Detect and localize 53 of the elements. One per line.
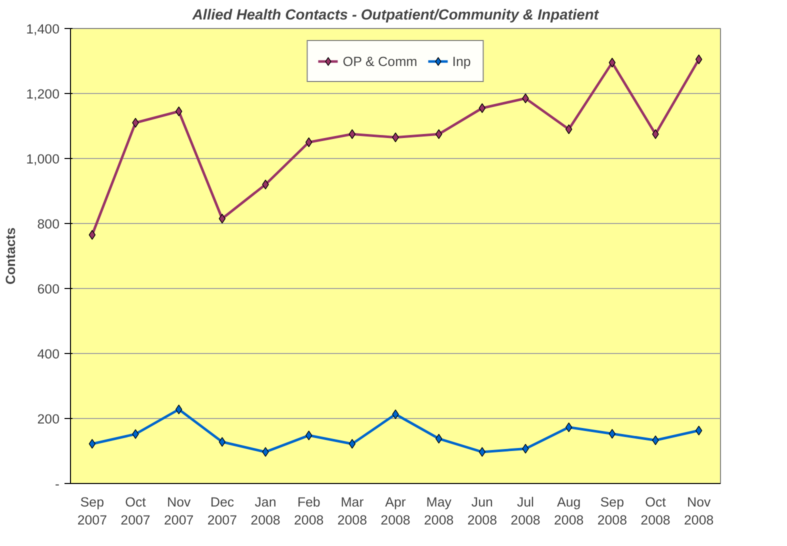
y-tick-label: 200 — [37, 412, 60, 426]
point — [88, 230, 96, 240]
x-tick-label: Oct 2008 — [640, 494, 670, 528]
point — [435, 434, 442, 444]
point — [262, 447, 269, 457]
y-tick-label: - — [55, 476, 60, 492]
x-tick-label: Mar 2008 — [337, 494, 367, 528]
x-tick-label: Feb 2008 — [294, 494, 324, 528]
y-tick-label: 1,200 — [26, 86, 60, 102]
x-tick-label: Jun 2008 — [467, 494, 497, 528]
y-tick-label: 400 — [37, 346, 60, 362]
y-tick-label: 1,000 — [26, 152, 60, 166]
point — [478, 103, 486, 113]
x-tick-label: Sep 2007 — [77, 494, 107, 528]
point — [348, 129, 356, 139]
legend-label: Inp — [452, 54, 472, 68]
x-tick-label: Jan 2008 — [250, 494, 280, 528]
point — [478, 447, 486, 457]
x-tick-label: Nov 2008 — [684, 494, 714, 528]
point — [608, 428, 616, 439]
x-tick-label: Oct 2007 — [120, 494, 150, 528]
y-tick-label: 600 — [37, 282, 60, 296]
point — [218, 214, 226, 224]
x-tick-label: Sep 2008 — [597, 494, 627, 528]
point — [348, 439, 356, 449]
point — [175, 404, 182, 414]
y-tick-label: 800 — [37, 216, 60, 232]
x-tick-label: Aug 2008 — [554, 494, 584, 528]
x-tick-label: Apr 2008 — [380, 494, 410, 528]
point — [435, 129, 442, 139]
point — [695, 426, 702, 436]
point — [305, 137, 312, 148]
point — [522, 94, 529, 104]
y-axis-title: Contacts — [3, 227, 18, 285]
point — [175, 106, 182, 116]
point — [218, 437, 226, 447]
point — [695, 54, 702, 64]
y-tick-label: 1,400 — [26, 22, 60, 36]
x-tick-label: May 2008 — [424, 494, 454, 528]
x-tick-label: Nov 2007 — [164, 494, 194, 528]
point — [565, 422, 572, 432]
chart-title: Allied Health Contacts - Outpatient/Community & Inpatient — [191, 8, 600, 24]
point — [88, 439, 96, 449]
legend-label: OP & Comm — [342, 54, 418, 68]
point — [392, 132, 399, 142]
x-tick-label: Jul 2008 — [510, 494, 540, 528]
point — [262, 180, 269, 190]
point — [305, 430, 312, 440]
point — [652, 129, 659, 139]
point — [608, 58, 616, 68]
x-tick-label: Dec 2007 — [207, 494, 237, 528]
point — [565, 124, 572, 134]
point — [132, 429, 139, 439]
